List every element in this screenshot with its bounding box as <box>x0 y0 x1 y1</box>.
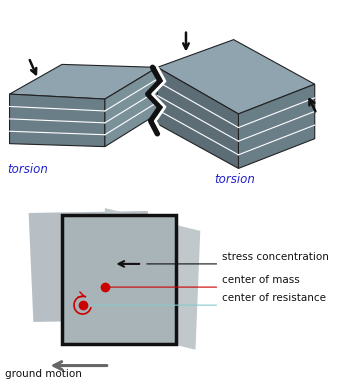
Polygon shape <box>105 67 158 147</box>
Text: center of mass: center of mass <box>222 275 300 285</box>
Text: torsion: torsion <box>215 173 255 186</box>
Polygon shape <box>158 67 238 168</box>
Polygon shape <box>100 208 200 350</box>
Polygon shape <box>158 40 315 114</box>
Text: center of resistance: center of resistance <box>222 293 326 303</box>
Polygon shape <box>29 211 153 322</box>
Polygon shape <box>62 215 176 344</box>
Text: ground motion: ground motion <box>5 370 82 379</box>
Text: stress concentration: stress concentration <box>222 252 329 262</box>
Polygon shape <box>9 94 105 147</box>
Polygon shape <box>238 84 315 168</box>
Text: torsion: torsion <box>8 163 49 176</box>
Polygon shape <box>9 64 157 99</box>
